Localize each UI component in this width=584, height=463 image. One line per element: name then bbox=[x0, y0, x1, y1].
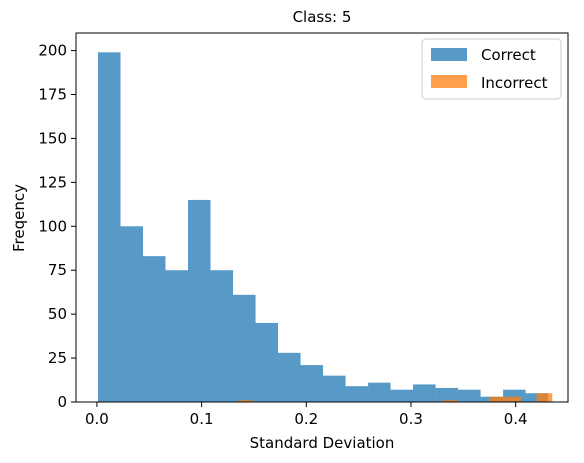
x-tick-label: 0.0 bbox=[85, 410, 109, 428]
bar-correct bbox=[120, 226, 143, 402]
legend-label-correct: Correct bbox=[481, 46, 536, 64]
y-tick-label: 200 bbox=[38, 42, 67, 60]
bar-correct bbox=[323, 375, 346, 402]
x-tick-label: 0.2 bbox=[294, 410, 318, 428]
bar-correct bbox=[345, 386, 369, 402]
y-tick-label: 150 bbox=[38, 129, 67, 147]
legend: Correct Incorrect bbox=[421, 38, 562, 100]
y-tick-label: 125 bbox=[38, 173, 67, 191]
bar-correct bbox=[255, 322, 279, 402]
bar-correct bbox=[142, 256, 166, 402]
y-axis-ticks: 0 25 50 75 100 125 150 175 200 bbox=[38, 42, 76, 411]
chart-title: Class: 5 bbox=[293, 8, 352, 26]
y-tick-label: 25 bbox=[48, 349, 67, 367]
x-tick-label: 0.3 bbox=[399, 410, 423, 428]
y-tick-label: 100 bbox=[38, 217, 67, 235]
bars-layer bbox=[97, 52, 553, 402]
y-tick-label: 75 bbox=[48, 261, 67, 279]
bar-correct bbox=[165, 270, 189, 402]
x-axis-ticks: 0.0 0.1 0.2 0.3 0.4 bbox=[85, 402, 528, 428]
bar-incorrect bbox=[238, 400, 254, 402]
y-axis-label: Freqency bbox=[10, 184, 28, 252]
bar-incorrect bbox=[489, 396, 506, 402]
bar-correct bbox=[413, 384, 436, 402]
bar-correct bbox=[210, 270, 234, 402]
bar-incorrect bbox=[505, 396, 521, 402]
bar-correct bbox=[233, 294, 256, 402]
bar-correct bbox=[390, 389, 414, 402]
x-axis-label: Standard Deviation bbox=[250, 434, 395, 452]
y-tick-label: 175 bbox=[38, 86, 67, 104]
legend-swatch-correct bbox=[431, 48, 467, 61]
bar-correct bbox=[368, 382, 391, 402]
x-tick-label: 0.1 bbox=[190, 410, 214, 428]
legend-swatch-incorrect bbox=[431, 75, 467, 88]
bar-correct bbox=[278, 352, 301, 402]
bar-correct bbox=[458, 389, 481, 402]
bar-correct bbox=[188, 199, 211, 402]
legend-label-incorrect: Incorrect bbox=[481, 74, 548, 92]
y-tick-label: 0 bbox=[57, 393, 67, 411]
y-tick-label: 50 bbox=[48, 305, 67, 323]
x-tick-label: 0.4 bbox=[504, 410, 528, 428]
bar-incorrect bbox=[442, 400, 459, 402]
bar-correct bbox=[435, 387, 459, 402]
bar-correct bbox=[300, 365, 324, 402]
bar-correct bbox=[97, 52, 121, 402]
plot-frame bbox=[75, 32, 569, 403]
bar-incorrect bbox=[536, 393, 553, 402]
